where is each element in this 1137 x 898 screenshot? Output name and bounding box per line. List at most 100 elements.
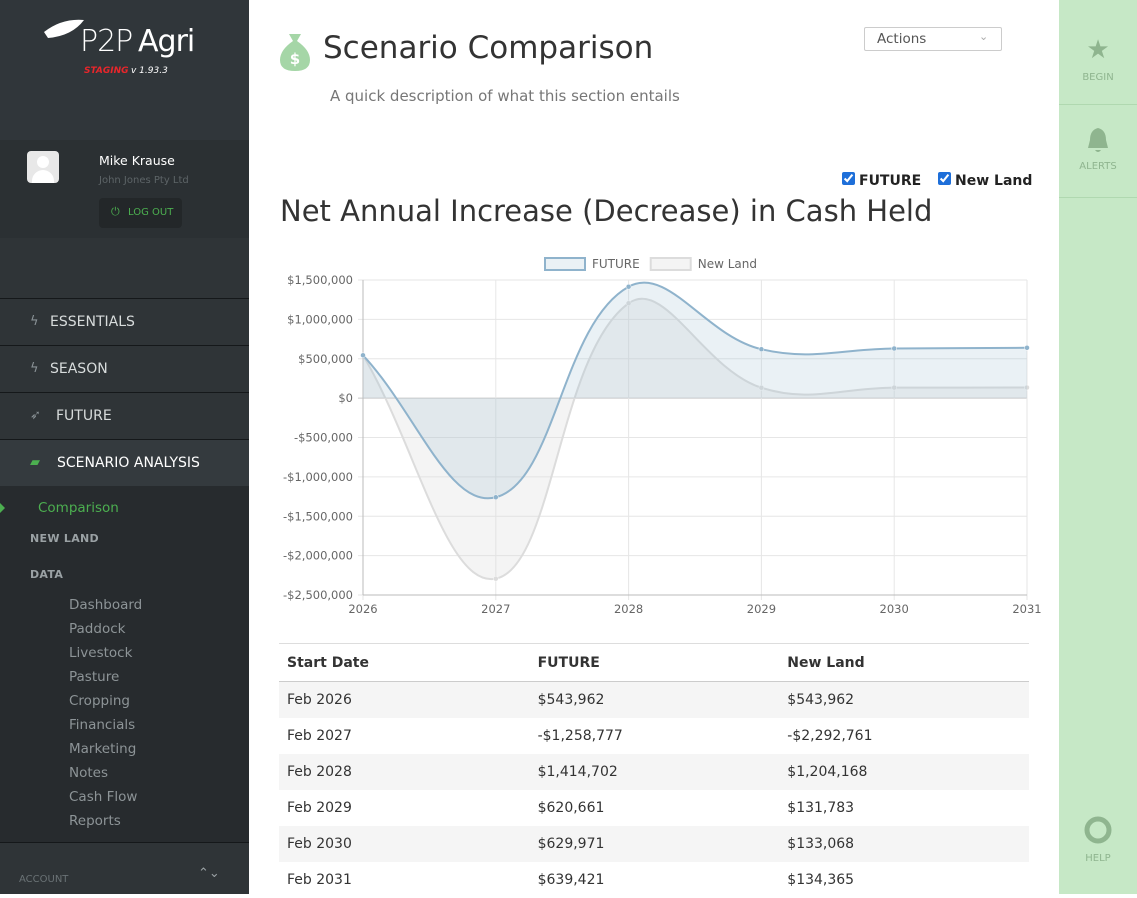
y-tick-label: -$2,500,000 [283,588,353,602]
menu-label: FUTURE [56,408,112,424]
user-name: Mike Krause [99,153,175,168]
menu-label: ESSENTIALS [50,314,135,330]
table-cell: $543,962 [529,681,780,718]
table-header-cell: FUTURE [529,643,780,682]
table-cell: $543,962 [779,681,1029,718]
table-cell: $1,204,168 [779,754,1029,790]
logout-button[interactable]: ⏻ LOG OUT [99,198,182,228]
x-tick-label: 2029 [747,602,776,616]
series-toggle[interactable]: FUTURE [842,172,921,189]
submenu-item[interactable]: Notes [69,765,108,781]
submenu-item[interactable]: Cropping [69,693,130,709]
data-point [360,352,366,359]
y-tick-label: -$1,500,000 [283,509,353,523]
x-tick-label: 2027 [481,602,510,616]
table-cell: Feb 2031 [287,872,352,888]
x-tick-label: 2030 [880,602,909,616]
table-row: Feb 2029 $620,661 $131,783 [279,790,1029,826]
submenu-item[interactable]: Reports [69,813,121,829]
submenu-active[interactable]: Comparison [38,500,119,516]
y-tick-label: -$1,000,000 [283,470,353,484]
chart: -$2,500,000 -$2,000,000 -$1,500,000 -$1,000… [283,257,1042,616]
submenu-item[interactable]: Pasture [69,669,120,685]
table-cell: Feb 2028 [279,754,530,790]
brand-agri: Agri [138,24,195,59]
submenu-item[interactable]: Paddock [69,621,126,637]
y-tick-label: -$500,000 [294,431,353,445]
version: v 1.93.3 [131,66,168,76]
menu-item[interactable]: ➶ FUTURE [0,392,249,438]
table-cell: $620,661 [537,800,605,816]
collapse-toggle[interactable]: ⌃⌄ [198,866,220,881]
logo-area: P2P Agri STAGING v 1.93.3 [0,0,249,140]
data-table: Start Date FUTURE New Land Feb 2026 $543,96… [279,643,1029,898]
checkbox[interactable] [938,172,951,185]
data-point [1024,345,1030,351]
menu-item[interactable]: ϟ ESSENTIALS [0,298,249,344]
y-tick-label: -$2,000,000 [283,549,353,563]
help-icon [1084,816,1112,844]
data-point [891,384,897,391]
alerts-button[interactable]: ALERTS [1059,126,1137,186]
submenu-item[interactable]: Marketing [69,741,137,757]
y-tick-label: $1,000,000 [287,312,353,326]
table-header-cell: New Land [779,643,1029,682]
submenu-section[interactable]: NEW LAND [30,532,99,545]
data-point [625,300,632,307]
data-point [625,283,632,290]
logout-label: LOG OUT [128,207,174,218]
checkbox[interactable] [842,172,855,185]
actions-dropdown[interactable]: Actions ⌄ [864,27,1002,51]
begin-button[interactable]: ★ BEGIN [1059,36,1137,96]
table-row: Feb 2026 $543,962 $543,962 [279,681,1029,718]
data-point [493,575,499,582]
rb-label: ALERTS [1079,161,1117,172]
avatar [27,151,59,183]
table-cell: Feb 2027 [287,728,352,744]
y-tick-label: $500,000 [298,352,353,366]
sidebar: P2P Agri STAGING v 1.93.3 Mike Krause Jo… [0,0,249,894]
active-marker [0,503,5,513]
toggle-label: New Land [955,173,1033,189]
rb-label: HELP [1085,853,1111,864]
table-cell: Feb 2029 [287,800,352,816]
data-point [758,346,765,352]
x-tick-label: 2031 [1012,602,1041,616]
legend-swatch [544,257,586,271]
table-cell: $134,365 [787,872,855,888]
table-row: Feb 2030 $629,971 $133,068 [279,826,1029,862]
submenu-item[interactable]: Livestock [69,645,133,661]
logo-leaf [44,19,84,38]
menu-item[interactable]: ϟ SEASON [0,345,249,391]
legend-label: FUTURE [592,257,640,271]
data-point [493,494,499,501]
submenu-item[interactable]: Cash Flow [69,789,138,805]
account-label: ACCOUNT [19,874,69,885]
table-row: Feb 2028 $1,414,702 $1,204,168 [279,754,1029,790]
data-point [1024,384,1030,391]
help-button[interactable]: HELP [1059,816,1137,876]
data-point [891,345,897,352]
brand-p2p: P2P [80,24,133,59]
series-area [363,298,1027,580]
table-cell: -$1,258,777 [537,728,623,744]
x-tick-label: 2026 [348,602,377,616]
page-description: A quick description of what this section… [330,87,680,105]
table-cell: $133,068 [779,826,1029,862]
submenu-section[interactable]: DATA [30,568,64,581]
y-tick-label: $1,500,000 [287,273,353,287]
table-cell: $1,414,702 [529,754,780,790]
toggle-label: FUTURE [859,173,922,189]
series-toggle[interactable]: New Land [938,172,1032,189]
table-header-cell: Start Date [279,643,530,682]
svg-text:$: $ [290,50,300,68]
menu-item-active[interactable]: ▰ SCENARIO ANALYSIS [0,439,249,486]
legend-swatch [649,257,692,271]
legend-label: New Land [698,257,757,271]
submenu-item[interactable]: Financials [69,717,136,733]
table-cell: $639,421 [537,872,605,888]
table-cell: $629,971 [529,826,780,862]
table-cell: Feb 2026 [279,681,530,718]
submenu-item[interactable]: Dashboard [69,597,143,613]
